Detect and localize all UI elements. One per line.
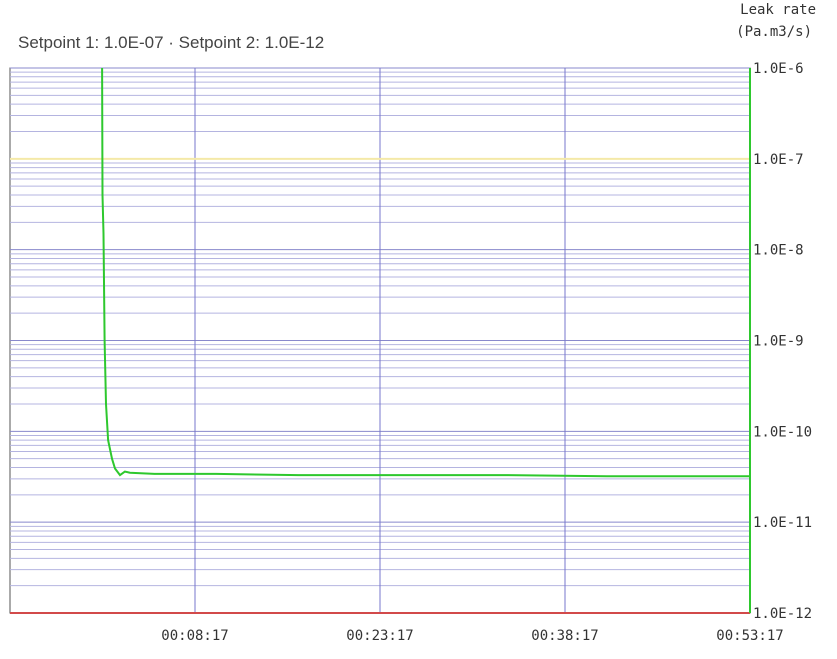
x-tick-label: 00:08:17: [161, 628, 228, 644]
y-tick-label: 1.0E-11: [753, 515, 812, 531]
y-tick-label: 1.0E-6: [753, 61, 804, 77]
y-tick-label: 1.0E-9: [753, 334, 804, 350]
data-line: [101, 67, 750, 478]
y-axis-label: (Pa.m3/s): [736, 24, 812, 40]
y-axis-label: Leak rate: [740, 2, 816, 18]
x-tick-label: 00:53:17: [716, 628, 783, 644]
y-tick-label: 1.0E-10: [753, 424, 812, 440]
x-tick-label: 00:23:17: [346, 628, 413, 644]
subtitle: Setpoint 1: 1.0E-07 · Setpoint 2: 1.0E-1…: [18, 33, 324, 52]
x-tick-label: 00:38:17: [531, 628, 598, 644]
y-tick-label: 1.0E-7: [753, 152, 804, 168]
y-tick-label: 1.0E-8: [753, 243, 804, 259]
y-tick-label: 1.0E-12: [753, 606, 812, 622]
